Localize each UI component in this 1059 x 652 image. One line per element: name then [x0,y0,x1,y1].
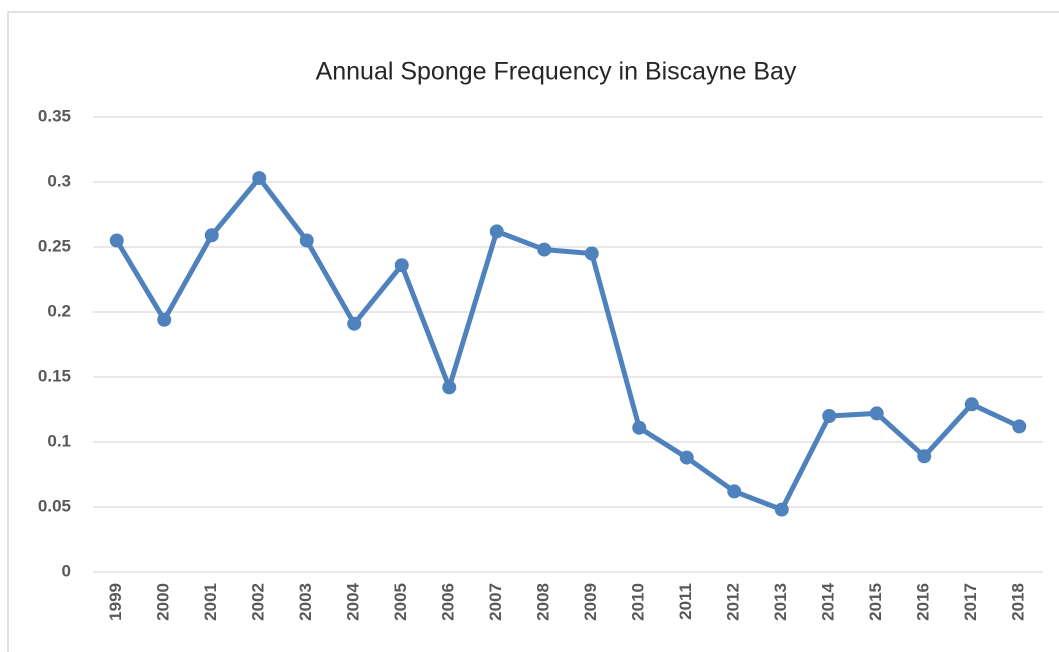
y-tick-label: 0 [62,561,71,580]
point [869,406,884,421]
point [1012,419,1027,434]
y-tick-label: 0.35 [38,106,71,125]
series-line [114,175,1021,513]
x-tick-label: 2011 [676,583,695,620]
x-tick-label: 2012 [724,583,743,621]
y-tick-label: 0.25 [38,236,71,255]
x-tick-label: 2009 [581,583,600,621]
x-tick-label: 2004 [344,582,363,620]
x-tick-label: 2002 [249,583,268,621]
x-tick-label: 2008 [534,583,553,621]
x-tick-label: 1999 [106,583,125,621]
x-tick-label: 2007 [486,583,505,621]
x-tick-label: 2016 [914,583,933,621]
point [204,228,219,243]
y-tick-label: 0.1 [47,431,71,450]
point [679,450,694,465]
point [964,397,979,412]
x-tick-label: 2003 [296,583,315,621]
chart-frame [7,11,1059,652]
x-tick-label: 2001 [201,583,220,621]
y-tick-label: 0.3 [47,171,71,190]
point [347,316,362,331]
point [774,502,789,517]
point [584,246,599,261]
chart-title: Annual Sponge Frequency in Biscayne Bay [316,58,797,86]
x-tick-label: 2006 [439,583,458,621]
point [157,312,172,327]
point [394,258,409,273]
y-tick-label: 0.05 [38,496,71,515]
point [299,233,314,248]
point [442,380,457,395]
point [917,449,932,464]
point [109,233,124,248]
point [632,420,647,435]
y-tick-label: 0.2 [47,301,71,320]
x-tick-label: 2000 [154,583,173,621]
x-tick-label: 2013 [771,583,790,621]
x-tick-label: 2015 [866,583,885,621]
x-tick-label: 2014 [819,582,838,620]
point [822,409,837,423]
point [537,242,552,257]
point [489,224,504,239]
x-tick-label: 2005 [391,583,410,621]
point [727,484,742,499]
x-tick-label: 2017 [961,583,980,621]
point [252,171,267,186]
y-tick-label: 0.15 [38,366,71,385]
x-tick-label: 2018 [1009,583,1028,621]
x-tick-label: 2010 [629,583,648,621]
